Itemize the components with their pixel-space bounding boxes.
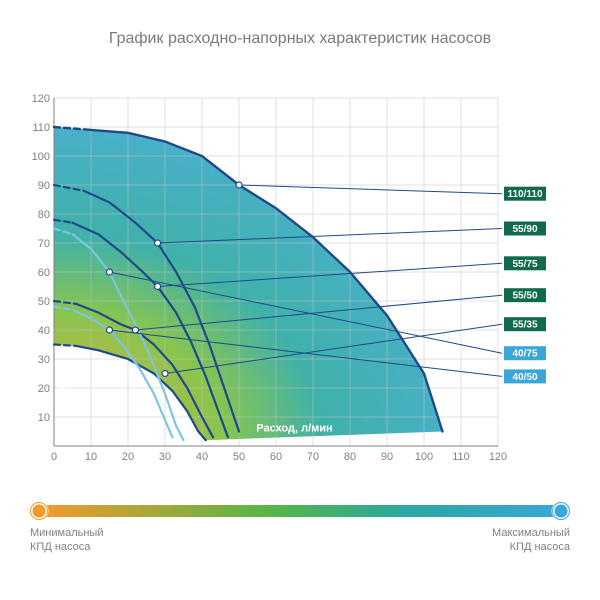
marker-55/75 xyxy=(155,284,161,290)
svg-text:80: 80 xyxy=(344,451,356,463)
curve-label-110/110: 110/110 xyxy=(507,189,542,200)
y-axis-label: Напор, м xyxy=(56,349,68,397)
legend-label-min: Минимальный КПД насоса xyxy=(30,527,103,555)
legend-label-max: Максимальный КПД насоса xyxy=(492,527,570,555)
legend-bar-rect xyxy=(39,505,561,517)
svg-text:80: 80 xyxy=(38,209,50,221)
svg-text:90: 90 xyxy=(381,451,393,463)
chart-svg: 0 10 20 30 40 50 60 70 80 90 100 110 120 10 20 30 40 50 60… xyxy=(20,90,580,470)
legend-label-min-l2: КПД насоса xyxy=(30,541,90,553)
legend-label-max-l1: Максимальный xyxy=(492,527,570,539)
svg-text:30: 30 xyxy=(38,354,50,366)
svg-text:60: 60 xyxy=(270,451,282,463)
curve-label-40/50: 40/50 xyxy=(512,372,537,383)
marker-40/75 xyxy=(107,269,113,275)
curve-label-55/90: 55/90 xyxy=(512,224,537,235)
svg-text:50: 50 xyxy=(38,296,50,308)
svg-text:20: 20 xyxy=(122,451,134,463)
legend-svg xyxy=(30,502,570,520)
svg-text:100: 100 xyxy=(32,151,50,163)
svg-text:0: 0 xyxy=(51,451,57,463)
legend-labels: Минимальный КПД насоса Максимальный КПД … xyxy=(30,527,570,555)
curve-label-55/75: 55/75 xyxy=(512,259,537,270)
svg-text:70: 70 xyxy=(307,451,319,463)
svg-text:50: 50 xyxy=(233,451,245,463)
svg-text:20: 20 xyxy=(38,383,50,395)
svg-text:40: 40 xyxy=(196,451,208,463)
svg-text:70: 70 xyxy=(38,238,50,250)
page: График расходно-напорных характеристик н… xyxy=(0,0,600,600)
marker-55/35 xyxy=(162,371,168,377)
svg-text:30: 30 xyxy=(159,451,171,463)
legend-dot-min xyxy=(31,503,47,519)
marker-110/110 xyxy=(236,182,242,188)
legend-label-min-l1: Минимальный xyxy=(30,527,103,539)
svg-text:60: 60 xyxy=(38,267,50,279)
curve-label-55/35: 55/35 xyxy=(512,320,537,331)
curve-label-40/75: 40/75 xyxy=(512,349,537,360)
svg-text:100: 100 xyxy=(415,451,433,463)
svg-text:10: 10 xyxy=(85,451,97,463)
svg-text:120: 120 xyxy=(489,451,507,463)
marker-55/50 xyxy=(132,327,138,333)
svg-text:120: 120 xyxy=(32,93,50,105)
legend-label-max-l2: КПД насоса xyxy=(510,541,570,553)
legend-dot-max xyxy=(553,503,569,519)
curve-label-55/50: 55/50 xyxy=(512,291,537,302)
svg-text:110: 110 xyxy=(32,122,50,134)
legend-gradient-bar xyxy=(30,505,570,517)
svg-text:90: 90 xyxy=(38,180,50,192)
efficiency-legend: Минимальный КПД насоса Максимальный КПД … xyxy=(30,505,570,555)
svg-text:10: 10 xyxy=(38,412,50,424)
svg-text:110: 110 xyxy=(452,451,470,463)
svg-text:40: 40 xyxy=(38,325,50,337)
pump-chart: 0 10 20 30 40 50 60 70 80 90 100 110 120 10 20 30 40 50 60… xyxy=(20,90,580,470)
marker-40/50 xyxy=(107,327,113,333)
marker-55/90 xyxy=(155,240,161,246)
x-axis-label: Расход, л/мин xyxy=(256,423,332,435)
page-title: График расходно-напорных характеристик н… xyxy=(0,30,600,48)
